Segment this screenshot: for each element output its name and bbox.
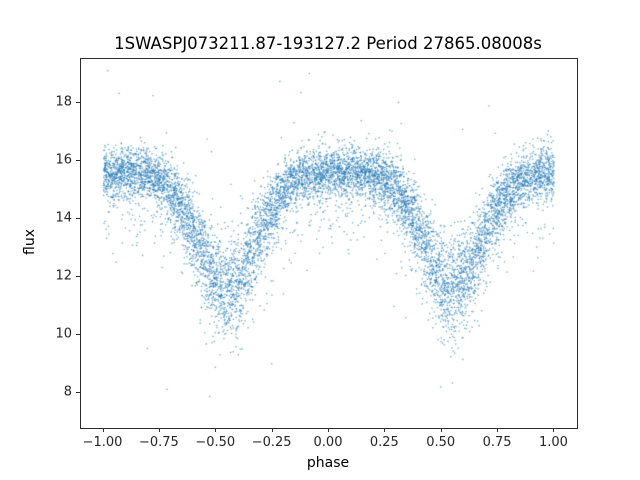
y-tick-label: 8 [63,384,72,400]
y-tick-label: 16 [55,152,72,168]
y-tick-label: 14 [55,210,72,226]
x-tick-label: 0.25 [369,435,399,450]
y-axis-label: flux [22,229,38,255]
plot-title: 1SWASPJ073211.87-193127.2 Period 27865.0… [114,34,542,53]
x-axis-label: phase [306,455,350,471]
x-tick-label: 0.75 [482,435,512,450]
x-tick-mark [328,428,329,432]
x-tick-mark [158,428,160,432]
y-tick-mark [76,392,80,394]
x-tick-mark [384,428,386,432]
y-tick-mark [76,101,80,103]
scatter-canvas [81,59,577,428]
x-tick-label: 0.50 [426,435,456,450]
y-tick-mark [76,159,80,161]
y-tick-label: 10 [55,326,72,342]
x-tick-label: −1.00 [82,435,123,450]
x-tick-label: 0.00 [313,435,343,450]
x-tick-mark [215,428,217,432]
y-tick-mark [76,275,80,277]
x-tick-label: 1.00 [538,435,568,450]
y-tick-mark [76,217,80,219]
y-tick-mark [76,334,80,336]
x-tick-mark [271,428,273,432]
y-tick-label: 18 [55,94,72,110]
plot-area [80,58,578,429]
x-tick-mark [497,428,499,432]
x-tick-mark [102,428,104,432]
x-tick-mark [553,428,555,432]
x-tick-label: −0.25 [251,435,292,450]
x-tick-mark [440,428,442,432]
x-tick-label: −0.50 [195,435,236,450]
x-tick-label: −0.75 [138,435,179,450]
y-tick-label: 12 [55,268,72,284]
